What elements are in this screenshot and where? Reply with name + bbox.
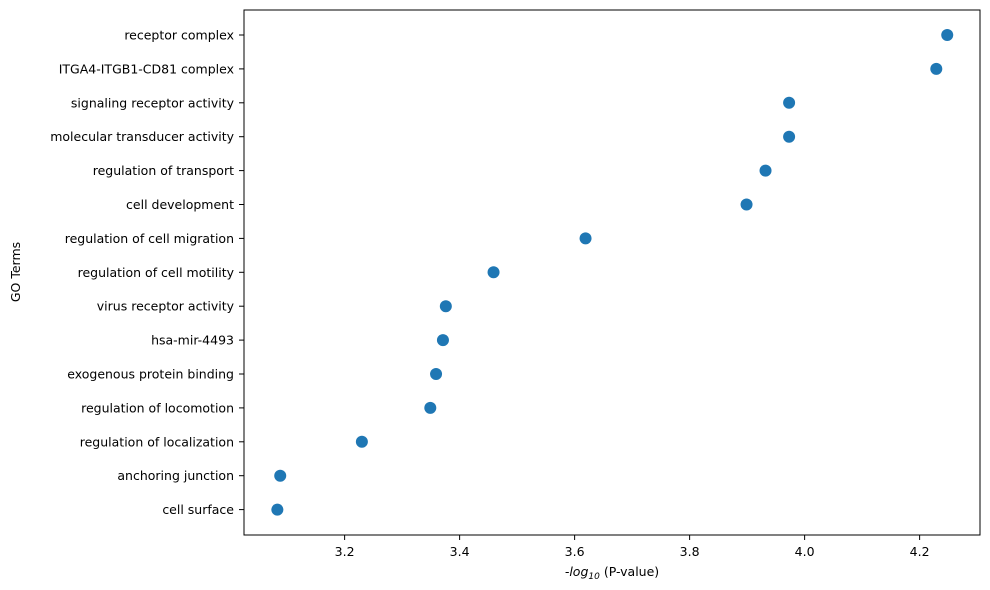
data-point: [941, 29, 954, 41]
data-point: [439, 300, 452, 313]
y-tick-label: receptor complex: [124, 28, 234, 43]
y-tick-label: cell surface: [162, 502, 234, 517]
y-tick-label: hsa-mir-4493: [151, 333, 234, 348]
data-point: [740, 198, 753, 211]
y-tick-label: regulation of cell motility: [78, 265, 235, 280]
data-point: [430, 368, 443, 380]
y-tick-label: anchoring junction: [117, 468, 234, 483]
y-axis: receptor complex ITGA4-ITGB1-CD81 complex…: [50, 28, 244, 517]
x-tick-label: 3.2: [335, 544, 355, 559]
data-point: [271, 503, 284, 516]
y-tick-label: cell development: [126, 197, 234, 212]
y-tick-label: exogenous protein binding: [67, 367, 234, 382]
y-tick-label: regulation of cell migration: [65, 231, 234, 246]
data-point: [930, 62, 943, 75]
x-tick-label: 3.6: [565, 544, 585, 559]
data-point: [355, 435, 368, 448]
data-point: [487, 266, 500, 279]
y-tick-label: regulation of locomotion: [81, 400, 234, 415]
x-tick-label: 3.8: [680, 544, 700, 559]
y-tick-label: regulation of localization: [80, 434, 234, 449]
y-tick-label: signaling receptor activity: [71, 95, 235, 110]
x-tick-label: 4.2: [910, 544, 930, 559]
data-point: [579, 232, 592, 245]
data-point: [759, 164, 772, 177]
y-tick-label: molecular transducer activity: [50, 129, 234, 144]
x-axis: 3.2 3.4 3.6 3.8 4.0 4.2: [335, 535, 930, 559]
data-point: [783, 130, 796, 143]
plot-area: [243, 9, 981, 536]
y-axis-label: GO Terms: [8, 242, 23, 302]
data-point: [274, 469, 287, 482]
y-tick-label: ITGA4-ITGB1-CD81 complex: [59, 61, 234, 76]
data-point: [783, 96, 796, 109]
y-tick-label: virus receptor activity: [97, 299, 235, 314]
data-points: [271, 29, 954, 516]
data-point: [424, 401, 437, 414]
x-tick-label: 4.0: [795, 544, 815, 559]
y-tick-label: regulation of transport: [93, 163, 234, 178]
data-point: [436, 334, 449, 347]
x-axis-label: -log10 (P-value): [565, 564, 659, 582]
x-tick-label: 3.4: [450, 544, 470, 559]
